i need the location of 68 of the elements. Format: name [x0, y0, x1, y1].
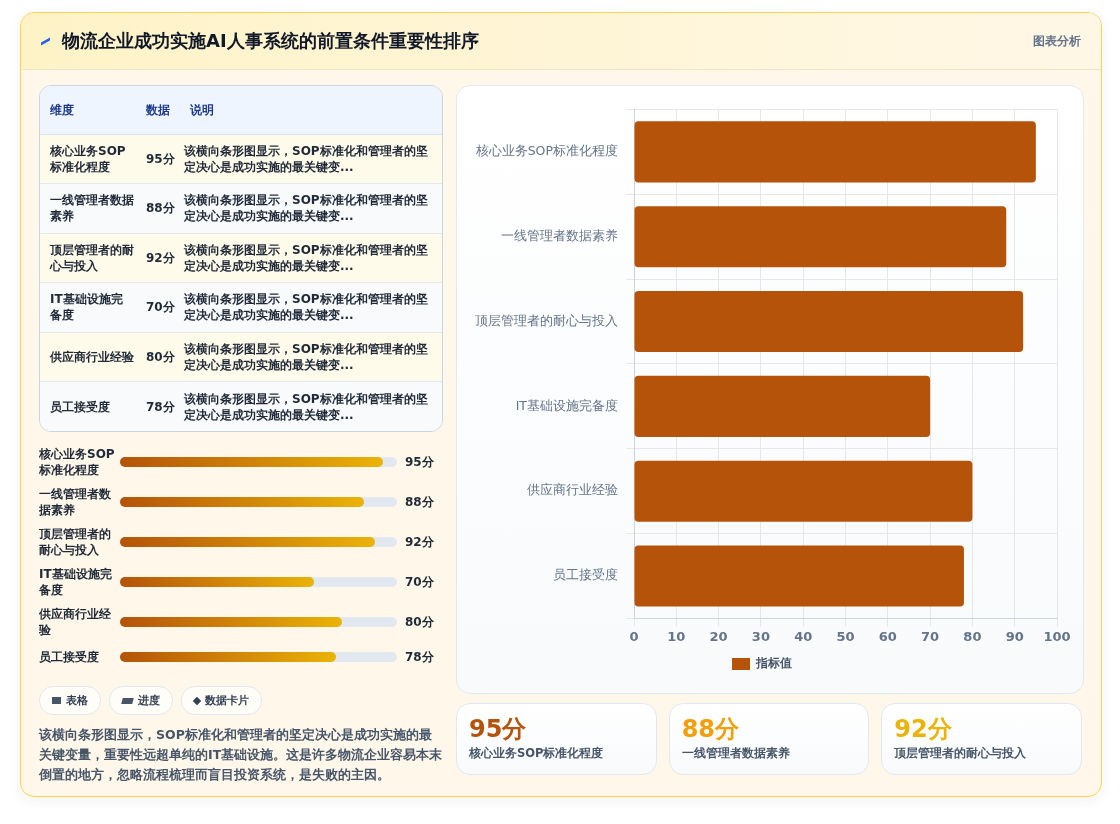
category-label: 一线管理者数据素养	[49, 192, 135, 226]
text: 95分	[405, 454, 434, 469]
text: 说明	[189, 101, 215, 119]
data-label: 92分	[894, 714, 953, 744]
text: 数据卡片	[205, 693, 249, 708]
category-label: 员工接受度	[49, 398, 111, 416]
x-tick-label: 60	[878, 628, 897, 644]
text: 该横向条形图显示，SOP标准化和管理者的坚定决心是成功实施的最关键变...	[183, 192, 429, 226]
bar	[634, 121, 1036, 183]
category-label: 一线管理者数据素养	[39, 487, 111, 517]
text: 该横向条形图显示，SOP标准化和管理者的坚定决心是成功实施的最关键变量，重要性远超单纯的IT基础设施。这是许多物流企业容易本末倒置的地方，忽略流程梳理而盲目投资系统，是失败的主因。	[39, 726, 443, 784]
category-label: 核心业务SOP标准化程度	[49, 142, 127, 176]
x-tick-label: 100	[1043, 628, 1071, 644]
category-label: 供应商行业经验	[39, 607, 111, 637]
text: 该横向条形图显示，SOP标准化和管理者的坚定决心是成功实施的最关键变...	[183, 241, 429, 275]
text: 80分	[405, 614, 434, 629]
data-label: 80分	[145, 348, 176, 366]
data-label: 95分	[469, 714, 528, 744]
y-tick-label: 核心业务SOP标准化程度	[474, 143, 618, 159]
bar	[634, 291, 1024, 353]
x-tick-label: 0	[629, 628, 639, 644]
data-label: 88分	[145, 200, 176, 218]
x-tick-label: 20	[709, 628, 728, 644]
data-label: 95分	[145, 150, 176, 168]
text: 物流企业成功实施AI人事系统的前置条件重要性排序	[62, 29, 479, 53]
text: 该横向条形图显示，SOP标准化和管理者的坚定决心是成功实施的最关键变...	[183, 340, 429, 374]
x-tick-label: 50	[836, 628, 855, 644]
text: 88分	[405, 494, 434, 509]
category-label: IT基础设施完备度	[39, 567, 112, 597]
y-tick-label: 顶层管理者的耐心与投入	[475, 312, 618, 328]
text: 该横向条形图显示，SOP标准化和管理者的坚定决心是成功实施的最关键变...	[183, 142, 429, 176]
text: 表格	[66, 693, 88, 708]
bar	[634, 460, 973, 522]
text: 数据	[145, 101, 171, 119]
x-tick-label: 10	[667, 628, 686, 644]
x-tick-label: 30	[751, 628, 770, 644]
bar	[634, 545, 964, 607]
category-label: 顶层管理者的耐心与投入	[39, 527, 111, 557]
category-label: 一线管理者数据素养	[681, 746, 791, 761]
legend-label: 指标值	[755, 656, 792, 671]
category-label: 核心业务SOP标准化程度	[39, 447, 115, 477]
data-label: 88分	[681, 714, 741, 744]
text: 图表分析	[1033, 32, 1081, 50]
text: 进度	[138, 693, 160, 708]
x-tick-label: 90	[1005, 628, 1024, 644]
bar	[634, 206, 1007, 268]
category-label: 顶层管理者的耐心与投入	[48, 241, 135, 275]
text: 78分	[405, 649, 434, 664]
text: 维度	[49, 101, 75, 119]
text: 该横向条形图显示，SOP标准化和管理者的坚定决心是成功实施的最关键变...	[183, 291, 429, 325]
x-tick-label: 80	[963, 628, 982, 644]
data-label: 92分	[145, 249, 176, 267]
data-label: 78分	[145, 398, 176, 416]
y-tick-label: 供应商行业经验	[527, 482, 618, 498]
category-label: 顶层管理者的耐心与投入	[894, 746, 1028, 761]
y-tick-label: IT基础设施完备度	[515, 397, 618, 413]
y-tick-label: 一线管理者数据素养	[501, 227, 618, 243]
category-label: 员工接受度	[39, 650, 99, 664]
text: 该横向条形图显示，SOP标准化和管理者的坚定决心是成功实施的最关键变...	[183, 390, 429, 424]
text: 70分	[405, 574, 434, 589]
x-tick-label: 40	[794, 628, 813, 644]
category-label: 供应商行业经验	[49, 348, 135, 366]
bar	[634, 375, 931, 437]
data-label: 70分	[145, 299, 176, 317]
category-label: IT基础设施完备度	[49, 291, 124, 325]
x-tick-label: 70	[921, 628, 940, 644]
y-tick-label: 员工接受度	[553, 567, 618, 583]
text: 92分	[405, 534, 434, 549]
